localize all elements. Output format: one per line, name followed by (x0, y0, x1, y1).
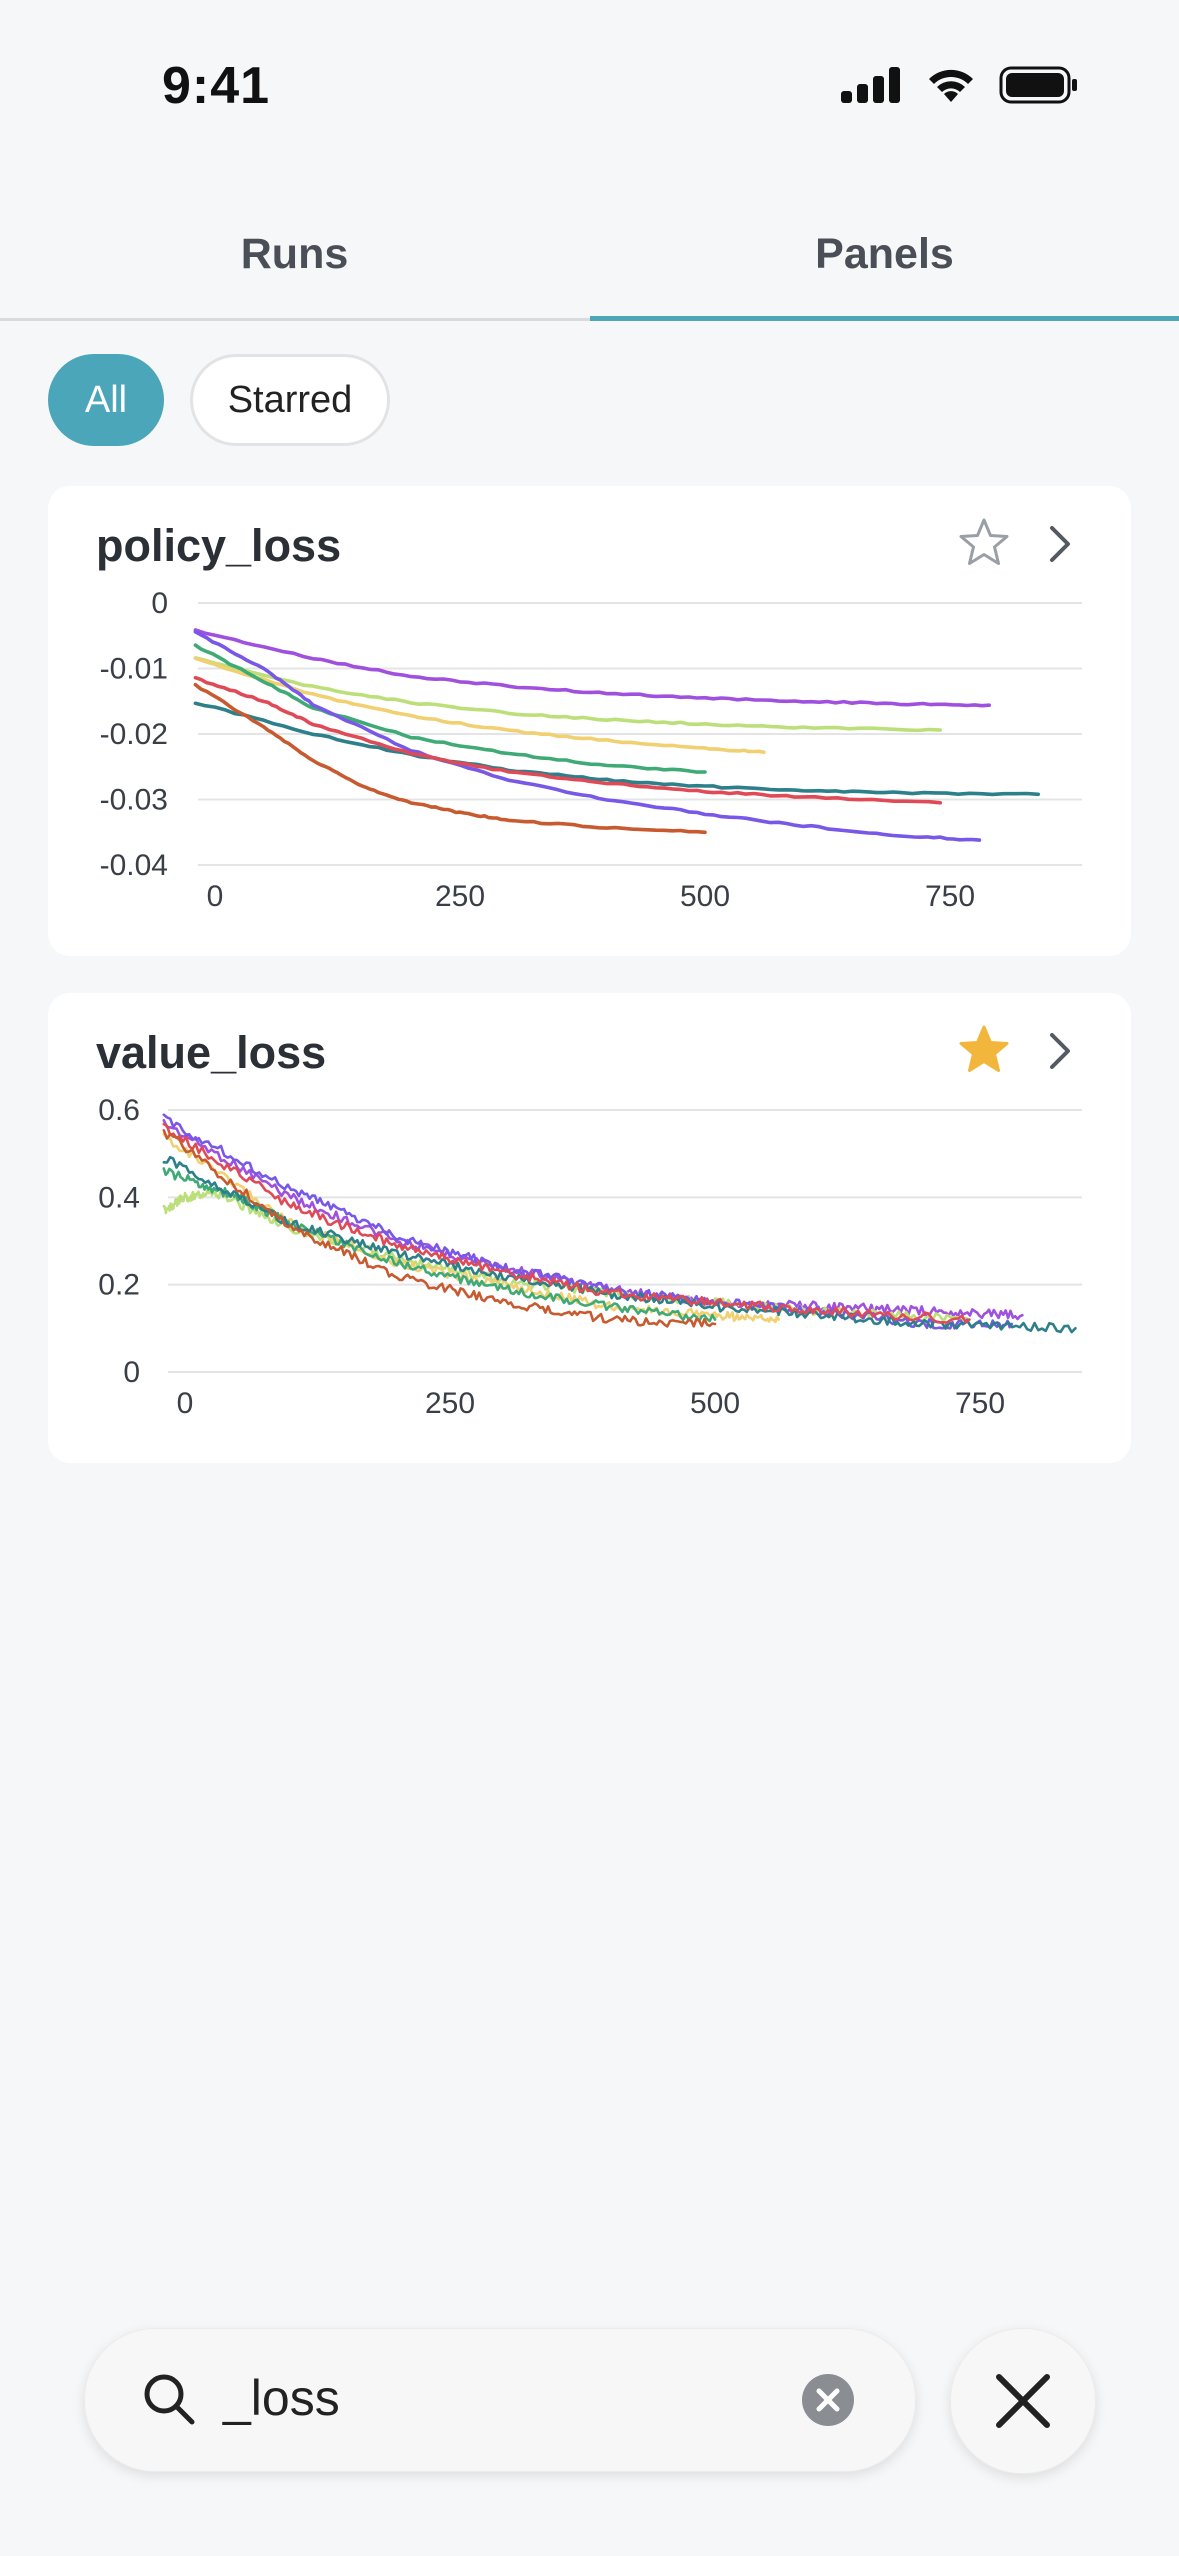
series-line (162, 1113, 1014, 1330)
y-tick-label: 0.4 (98, 1181, 140, 1214)
chevron-right-icon[interactable] (1038, 520, 1082, 568)
x-tick-label: 0 (177, 1387, 194, 1420)
panel-title: policy_loss (96, 520, 342, 571)
value-loss-chart: 0 0.2 0.4 0.6 0 250 500 750 (98, 1094, 1082, 1420)
y-tick-label: 0.2 (98, 1269, 140, 1302)
status-icons (841, 66, 1079, 104)
star-filled-icon[interactable] (954, 1021, 1014, 1081)
x-tick-label: 250 (425, 1387, 475, 1420)
x-tick-label: 250 (435, 880, 485, 913)
x-tick-label: 0 (207, 880, 224, 913)
y-tick-label: -0.02 (100, 718, 168, 751)
x-tick-label: 750 (925, 880, 975, 913)
tab-runs[interactable]: Runs (240, 229, 349, 278)
panel-title: value_loss (96, 1027, 327, 1078)
star-outline-icon[interactable] (954, 514, 1014, 574)
y-tick-label: -0.04 (100, 849, 168, 882)
wifi-icon (929, 69, 973, 102)
status-bar: 9:41 (0, 0, 1179, 170)
series-line (162, 1129, 717, 1328)
search-bar[interactable]: _loss (84, 2328, 916, 2472)
signal-icon (841, 67, 900, 103)
series-line (193, 656, 943, 733)
panel-card-value-loss[interactable]: 0 0.2 0.4 0.6 0 250 500 750 value_loss (48, 993, 1131, 1463)
series-line (193, 682, 707, 835)
search-icon (144, 2374, 195, 2425)
filter-all-chip[interactable]: All (48, 354, 164, 446)
x-tick-label: 750 (955, 1387, 1005, 1420)
close-icon (996, 2374, 1050, 2428)
x-tick-label: 500 (680, 880, 730, 913)
chevron-right-icon[interactable] (1038, 1027, 1082, 1075)
series-line (193, 628, 992, 708)
series-line (193, 656, 766, 755)
y-tick-label: -0.03 (100, 784, 168, 817)
y-tick-label: -0.01 (100, 653, 168, 686)
y-tick-label: 0 (151, 587, 168, 620)
x-tick-label: 500 (690, 1387, 740, 1420)
policy-loss-chart: 0 -0.01 -0.02 -0.03 -0.04 0 250 500 750 (100, 587, 1082, 913)
filter-chips: All Starred (48, 354, 390, 446)
battery-icon (999, 66, 1077, 104)
series-line (162, 1132, 780, 1324)
series-line (193, 630, 982, 842)
filter-starred-chip[interactable]: Starred (190, 354, 390, 446)
series-line (193, 643, 707, 774)
panel-card-policy-loss[interactable]: 0 -0.01 -0.02 -0.03 -0.04 0 250 500 750 policy_l… (48, 486, 1131, 956)
status-time: 9:41 (162, 57, 271, 115)
y-tick-label: 0 (123, 1356, 140, 1389)
search-input[interactable]: _loss (223, 2370, 340, 2426)
series-line (193, 675, 943, 805)
series-line (162, 1167, 717, 1323)
clear-search-icon[interactable] (801, 2373, 855, 2427)
y-tick-label: 0.6 (98, 1094, 140, 1127)
tab-panels[interactable]: Panels (590, 190, 1179, 321)
close-search-button[interactable] (950, 2328, 1096, 2474)
series-line (162, 1122, 971, 1324)
series-line (193, 701, 1041, 797)
tab-bar: Runs Panels (0, 190, 1179, 321)
